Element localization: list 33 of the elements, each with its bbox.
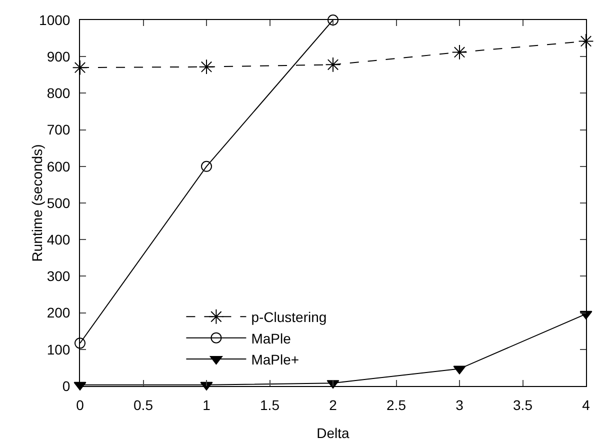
point [325, 56, 341, 72]
point [74, 338, 86, 349]
y-tick-label: 100 [46, 341, 70, 358]
y-tick-label: 200 [46, 304, 70, 321]
x-tick-label: 1 [202, 396, 211, 413]
y-tick-label: 600 [46, 158, 70, 174]
y-axis-title: Runtime (seconds) [28, 144, 45, 262]
x-tick-label: 0 [76, 396, 84, 413]
x-tick-label: 3.5 [513, 396, 533, 413]
legend-label: p-Clustering [251, 309, 327, 326]
y-tick-label: 0 [62, 378, 70, 394]
point [578, 34, 594, 49]
x-tick-label: 2 [329, 396, 338, 413]
point [452, 44, 468, 60]
x-tick-label: 0.5 [134, 396, 154, 413]
point [198, 59, 214, 75]
x-tick-label: 1.5 [260, 396, 280, 413]
x-tick-label: 2.5 [386, 396, 406, 413]
point [201, 160, 212, 172]
legend-label: MaPle [251, 330, 292, 346]
y-tick-label: 500 [46, 194, 70, 211]
y-tick-label: 300 [46, 268, 70, 284]
x-axis-title: Delta [316, 425, 350, 441]
point [72, 60, 88, 76]
y-tick-label: 800 [46, 85, 70, 102]
y-tick-label: 1000 [39, 12, 70, 28]
y-tick-label: 400 [46, 232, 70, 248]
legend-label: MaPle+ [251, 351, 300, 368]
x-tick-label: 3 [456, 396, 464, 413]
point [328, 14, 338, 26]
y-tick-label: 700 [46, 122, 70, 138]
y-tick-label: 900 [46, 48, 70, 64]
x-tick-label: 4 [582, 396, 590, 413]
